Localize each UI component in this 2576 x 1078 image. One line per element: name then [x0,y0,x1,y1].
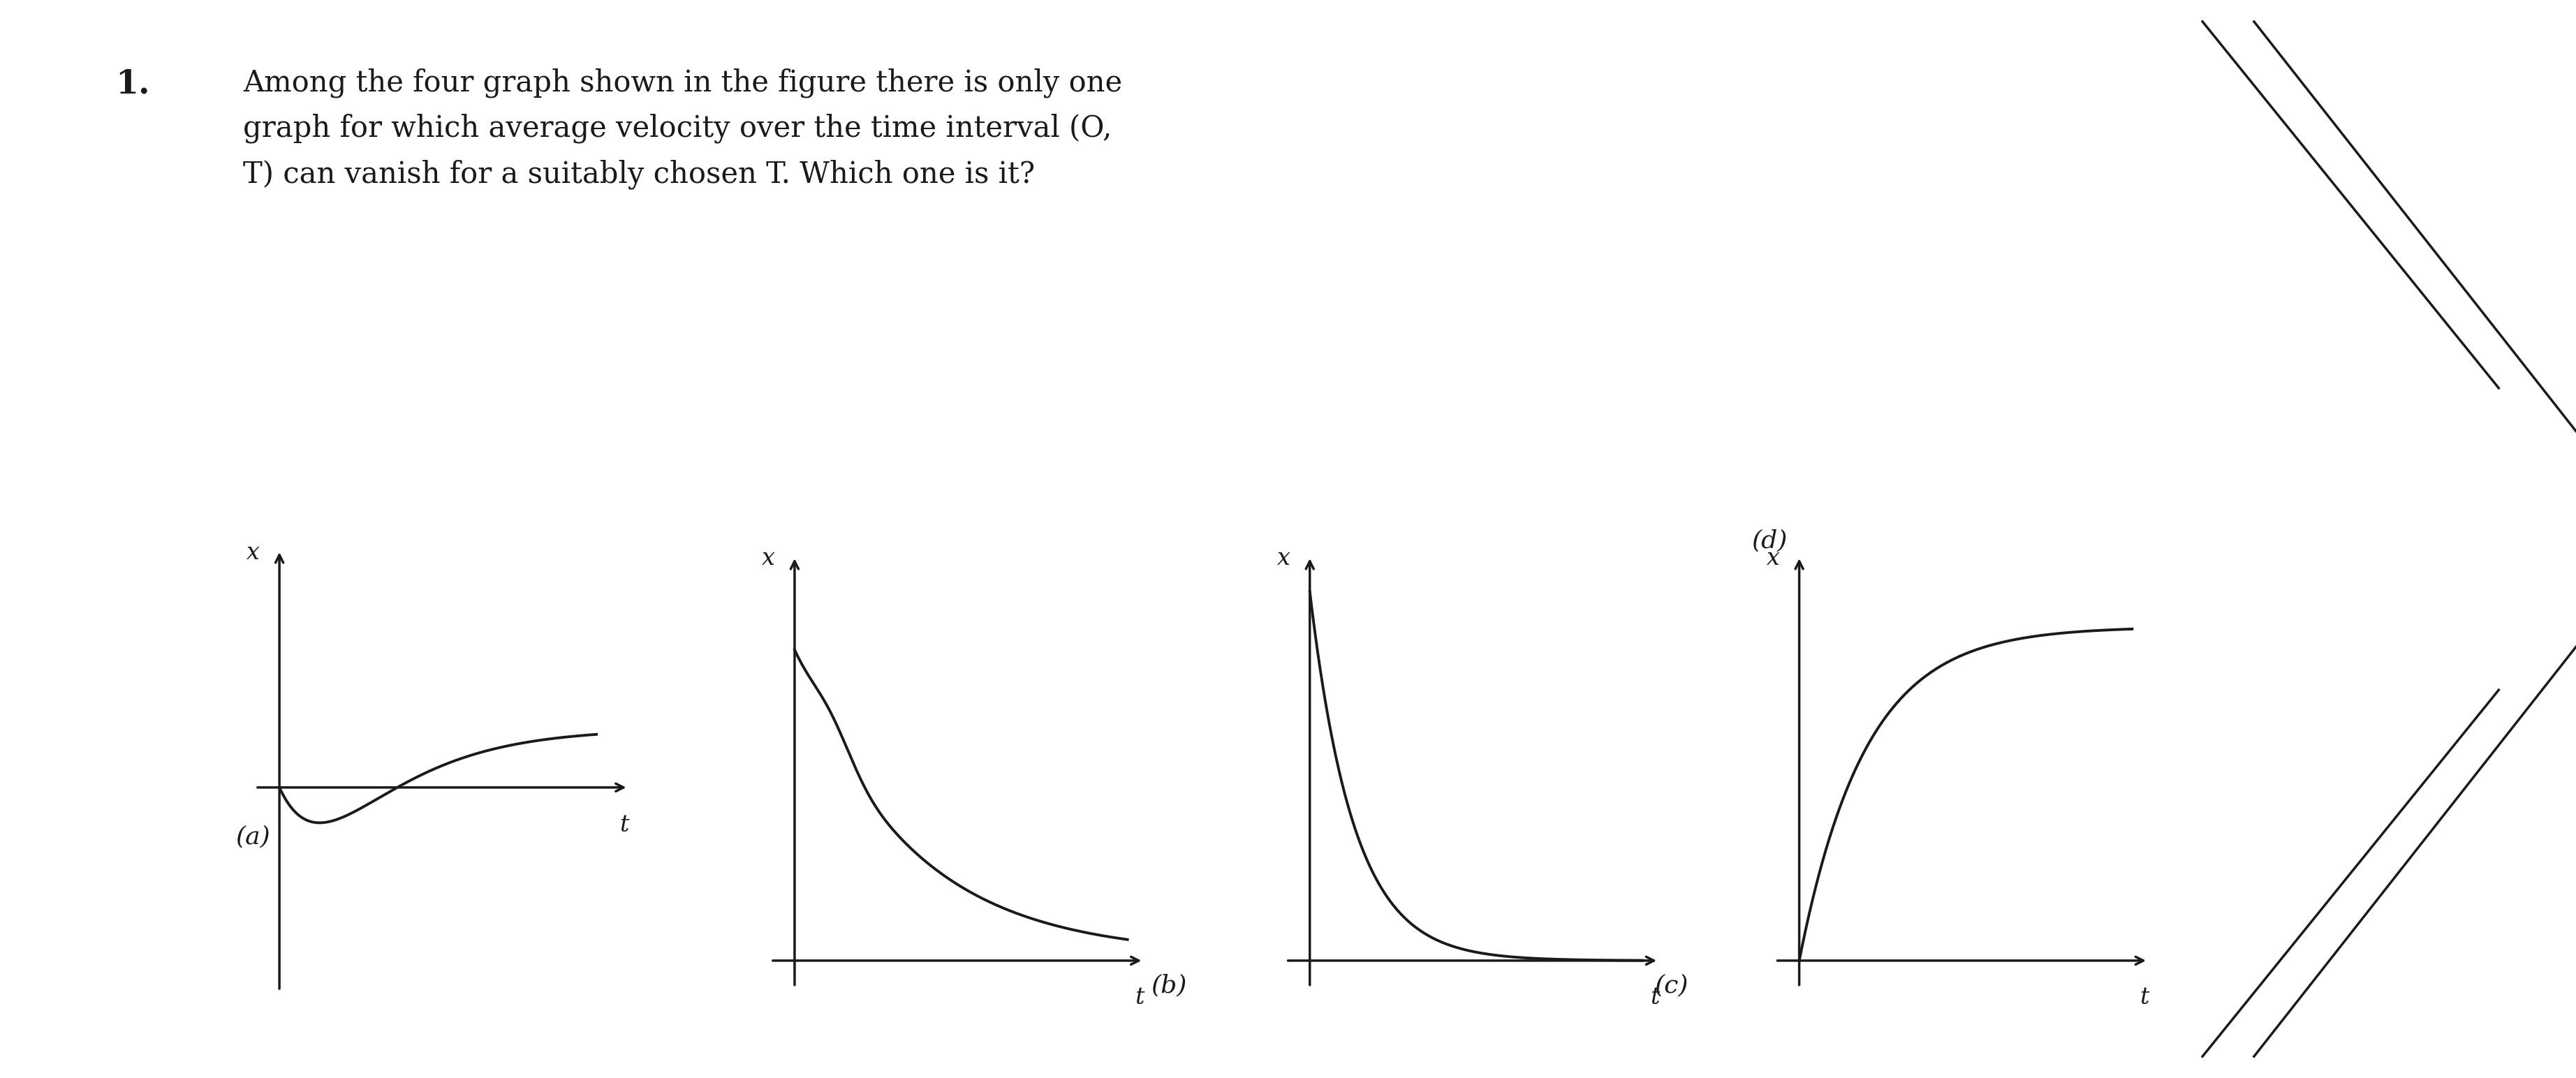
Text: (b): (b) [1151,973,1188,997]
Text: (d): (d) [1752,529,1788,553]
Text: t: t [621,814,629,837]
Text: t: t [1651,986,1659,1009]
Text: x: x [1767,548,1780,570]
Text: (c): (c) [1654,973,1687,997]
Text: t: t [2141,986,2148,1009]
Text: x: x [762,548,775,570]
Text: t: t [1136,986,1144,1009]
Text: x: x [1278,548,1291,570]
Text: Among the four graph shown in the figure there is only one
graph for which avera: Among the four graph shown in the figure… [242,68,1123,190]
Text: x: x [247,541,260,564]
Text: 1.: 1. [116,68,149,100]
Text: (a): (a) [237,825,270,848]
